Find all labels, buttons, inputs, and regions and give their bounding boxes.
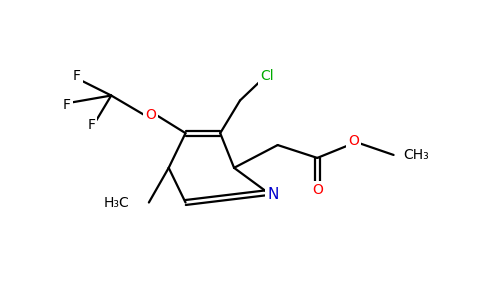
Text: CH₃: CH₃ (404, 148, 429, 162)
Text: O: O (312, 183, 323, 196)
Text: F: F (62, 98, 71, 112)
Text: F: F (88, 118, 95, 132)
Text: O: O (348, 134, 360, 148)
Text: N: N (267, 187, 278, 202)
Text: O: O (145, 108, 156, 122)
Text: H₃C: H₃C (103, 196, 129, 209)
Text: F: F (73, 69, 80, 83)
Text: Cl: Cl (260, 69, 273, 83)
